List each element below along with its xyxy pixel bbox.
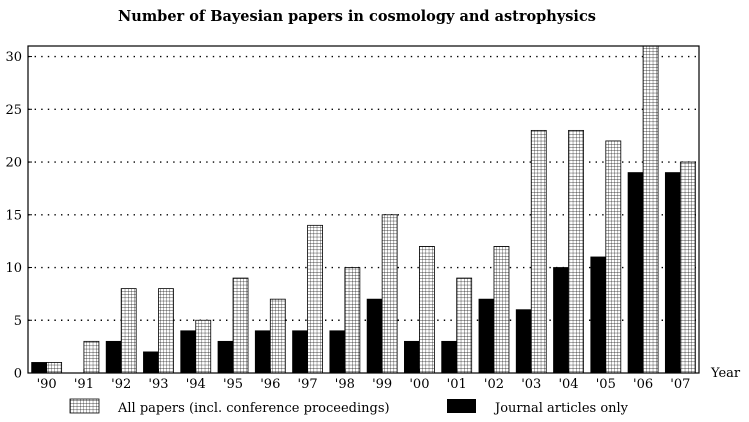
y-tick-label: 5 — [14, 314, 22, 329]
plot-frame — [27, 45, 700, 374]
x-tick-label: '01 — [447, 377, 467, 392]
x-tick-label: '04 — [558, 377, 578, 392]
bar-all-papers-12 — [493, 246, 510, 374]
bar-journal-17 — [664, 172, 681, 374]
bar-all-papers-6 — [269, 298, 286, 374]
x-tick-label: '97 — [298, 377, 318, 392]
x-tick-label: '98 — [335, 377, 355, 392]
bar-all-papers-5 — [232, 277, 249, 374]
bar-all-papers-7 — [307, 224, 323, 374]
bar-journal-15 — [590, 256, 607, 374]
bar-journal-3 — [143, 351, 159, 374]
x-axis-ticks: '90 '91 '92 '93 '94 '95 '96 '97 '98 '99 '00 '01 '02 '… — [37, 369, 690, 392]
x-tick-label: '95 — [223, 377, 243, 392]
bar-all-papers-3 — [158, 288, 174, 374]
x-tick-label: '94 — [186, 377, 206, 392]
x-tick-label: '05 — [596, 377, 616, 392]
x-tick-label: '00 — [409, 377, 429, 392]
bar-all-papers-15 — [605, 140, 622, 374]
bar-journal-7 — [292, 330, 308, 374]
bar-all-papers-13 — [530, 129, 547, 374]
bar-all-papers-2 — [120, 288, 137, 374]
legend: All papers (incl. conference proceedings… — [69, 398, 629, 416]
bar-all-papers-10 — [419, 246, 435, 374]
legend-swatch-all-papers — [69, 398, 100, 414]
x-tick-label: '07 — [670, 377, 690, 392]
bar-all-papers-4 — [195, 319, 212, 374]
bar-journal-8 — [329, 330, 346, 374]
bar-all-papers-1 — [83, 340, 100, 374]
bar-all-papers-17 — [679, 161, 696, 374]
x-tick-label: '90 — [37, 377, 57, 392]
x-tick-label: '03 — [521, 377, 541, 392]
chart-title: Number of Bayesian papers in cosmology a… — [118, 8, 596, 25]
legend-label-all-papers: All papers (incl. conference proceedings… — [117, 401, 390, 416]
bar-journal-11 — [441, 340, 458, 374]
bar-all-papers-14 — [568, 129, 584, 374]
bar-journal-6 — [254, 330, 271, 374]
bar-journal-5 — [217, 340, 234, 374]
bar-all-papers-11 — [456, 277, 473, 374]
y-axis-ticks: 0 5 10 15 20 25 30 — [5, 50, 32, 382]
bar-journal-0 — [31, 362, 48, 374]
bar-all-papers-16 — [642, 45, 659, 374]
x-tick-label: '91 — [74, 377, 94, 392]
y-tick-label: 25 — [5, 103, 22, 118]
bar-journal-9 — [366, 298, 383, 374]
x-tick-label: '99 — [372, 377, 392, 392]
bar-journal-4 — [180, 330, 197, 374]
bar-journal-16 — [627, 172, 644, 374]
y-tick-label: 10 — [5, 261, 22, 276]
bar-all-papers-9 — [381, 214, 398, 374]
x-tick-label: '92 — [111, 377, 131, 392]
legend-label-journal: Journal articles only — [493, 401, 629, 416]
y-tick-label: 30 — [5, 50, 22, 65]
legend-swatch-journal — [447, 399, 476, 413]
x-tick-label: '06 — [633, 377, 653, 392]
bar-journal-13 — [515, 309, 532, 374]
x-tick-label: '96 — [260, 377, 280, 392]
y-tick-label: 20 — [5, 156, 22, 171]
x-tick-label: '93 — [148, 377, 168, 392]
bar-journal-12 — [478, 298, 495, 374]
bar-all-papers-8 — [344, 267, 361, 374]
y-tick-label: 15 — [5, 208, 22, 223]
bars — [31, 45, 696, 374]
y-tick-label: 0 — [14, 367, 22, 382]
bar-journal-2 — [105, 340, 122, 374]
x-axis-label: Year — [710, 366, 741, 381]
bar-journal-10 — [404, 340, 420, 374]
bar-all-papers-0 — [46, 362, 63, 374]
x-tick-label: '02 — [484, 377, 504, 392]
bar-journal-14 — [553, 267, 569, 374]
